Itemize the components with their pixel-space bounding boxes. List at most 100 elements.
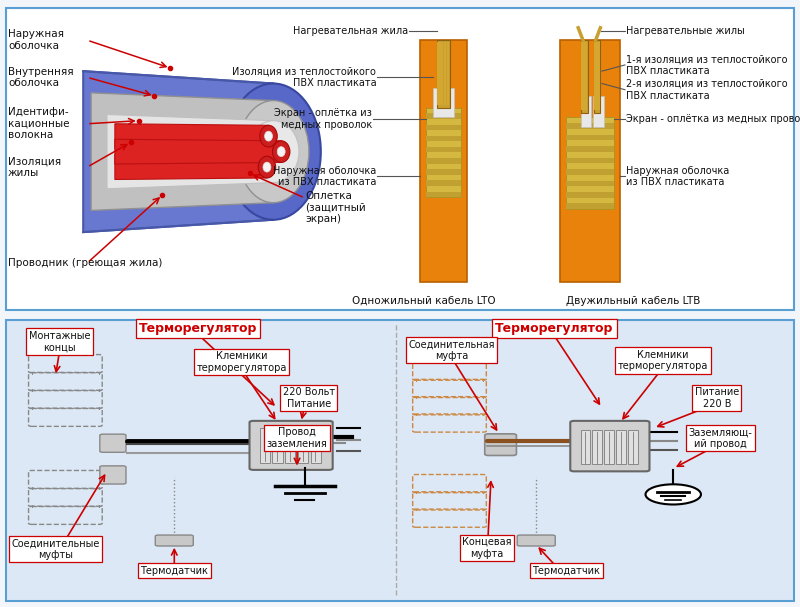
Polygon shape: [115, 155, 267, 180]
FancyBboxPatch shape: [426, 136, 461, 141]
FancyBboxPatch shape: [100, 434, 126, 452]
FancyBboxPatch shape: [566, 192, 614, 198]
FancyBboxPatch shape: [566, 146, 614, 152]
Circle shape: [646, 484, 701, 504]
Text: Терморегулятор: Терморегулятор: [139, 322, 258, 335]
Text: Наружная оболочка
из ПВХ пластиката: Наружная оболочка из ПВХ пластиката: [626, 166, 729, 187]
Ellipse shape: [278, 147, 285, 157]
FancyBboxPatch shape: [583, 42, 585, 109]
Text: Клемники
терморегулятора: Клемники терморегулятора: [618, 350, 708, 371]
Text: Заземляющ-
ий провод: Заземляющ- ий провод: [689, 427, 753, 449]
FancyBboxPatch shape: [518, 535, 555, 546]
FancyBboxPatch shape: [443, 42, 446, 104]
Text: Экран - оплётка из
медных проволок: Экран - оплётка из медных проволок: [274, 108, 372, 130]
FancyBboxPatch shape: [604, 430, 614, 464]
FancyBboxPatch shape: [426, 108, 461, 197]
FancyBboxPatch shape: [438, 40, 450, 108]
Polygon shape: [83, 71, 274, 232]
FancyBboxPatch shape: [426, 114, 461, 119]
Polygon shape: [115, 139, 282, 164]
Ellipse shape: [238, 101, 309, 203]
FancyBboxPatch shape: [426, 169, 461, 175]
Text: Внутренняя
оболочка: Внутренняя оболочка: [8, 67, 74, 88]
FancyBboxPatch shape: [560, 40, 620, 282]
Ellipse shape: [226, 84, 321, 220]
Ellipse shape: [263, 162, 271, 172]
FancyBboxPatch shape: [616, 430, 626, 464]
FancyBboxPatch shape: [273, 428, 282, 463]
Text: Нагревательная жила: Нагревательная жила: [293, 26, 408, 36]
FancyBboxPatch shape: [581, 430, 590, 464]
FancyBboxPatch shape: [593, 430, 602, 464]
FancyBboxPatch shape: [426, 124, 461, 130]
FancyBboxPatch shape: [426, 147, 461, 152]
Text: Экран - оплётка из медных проволок: Экран - оплётка из медных проволок: [626, 114, 800, 124]
Text: Клемники
терморегулятора: Клемники терморегулятора: [197, 351, 286, 373]
Text: Идентифи-
кационные
волокна: Идентифи- кационные волокна: [8, 107, 70, 140]
Polygon shape: [91, 93, 274, 211]
FancyBboxPatch shape: [566, 117, 614, 209]
FancyBboxPatch shape: [628, 430, 638, 464]
FancyBboxPatch shape: [566, 158, 614, 163]
Ellipse shape: [260, 125, 278, 147]
Text: 2-я изоляция из теплостойкого
ПВХ пластиката: 2-я изоляция из теплостойкого ПВХ пласти…: [626, 79, 787, 101]
Text: Наружная оболочка
из ПВХ пластиката: Наружная оболочка из ПВХ пластиката: [273, 166, 376, 187]
Text: Термодатчик: Термодатчик: [140, 566, 208, 576]
FancyBboxPatch shape: [596, 42, 598, 109]
FancyBboxPatch shape: [594, 96, 603, 127]
FancyBboxPatch shape: [434, 89, 454, 117]
FancyBboxPatch shape: [582, 42, 583, 109]
FancyBboxPatch shape: [426, 180, 461, 186]
FancyBboxPatch shape: [566, 169, 614, 175]
FancyBboxPatch shape: [100, 466, 126, 484]
Polygon shape: [115, 124, 269, 149]
Text: Соединительная
муфта: Соединительная муфта: [408, 339, 494, 361]
FancyBboxPatch shape: [298, 428, 308, 463]
FancyBboxPatch shape: [426, 158, 461, 164]
FancyBboxPatch shape: [594, 40, 600, 113]
FancyBboxPatch shape: [6, 320, 794, 601]
FancyBboxPatch shape: [420, 40, 467, 282]
Text: Оплетка
(защитный
экран): Оплетка (защитный экран): [305, 191, 366, 224]
Ellipse shape: [258, 156, 276, 178]
Polygon shape: [107, 115, 274, 189]
FancyBboxPatch shape: [594, 42, 596, 109]
FancyBboxPatch shape: [438, 42, 440, 104]
FancyBboxPatch shape: [598, 42, 599, 109]
Text: Проводник (греющая жила): Проводник (греющая жила): [8, 258, 162, 268]
FancyBboxPatch shape: [250, 421, 333, 470]
FancyBboxPatch shape: [260, 428, 270, 463]
FancyBboxPatch shape: [566, 203, 614, 209]
Text: Изоляция из теплостойкого
ПВХ пластиката: Изоляция из теплостойкого ПВХ пластиката: [232, 67, 376, 88]
FancyBboxPatch shape: [581, 96, 591, 127]
FancyBboxPatch shape: [566, 180, 614, 186]
FancyBboxPatch shape: [566, 135, 614, 140]
Text: Монтажные
концы: Монтажные концы: [29, 331, 90, 353]
FancyBboxPatch shape: [440, 42, 443, 104]
Text: Концевая
муфта: Концевая муфта: [462, 537, 512, 558]
Text: Термодатчик: Термодатчик: [532, 566, 600, 576]
Text: Одножильный кабель LTO: Одножильный кабель LTO: [352, 296, 495, 305]
FancyBboxPatch shape: [426, 192, 461, 197]
Text: Двужильный кабель LTB: Двужильный кабель LTB: [566, 296, 701, 305]
Text: Терморегулятор: Терморегулятор: [495, 322, 614, 335]
Text: 220 Вольт
Питание: 220 Вольт Питание: [283, 387, 335, 409]
FancyBboxPatch shape: [446, 42, 450, 104]
FancyBboxPatch shape: [310, 428, 321, 463]
Text: Питание
220 В: Питание 220 В: [694, 387, 739, 409]
Text: Наружная
оболочка: Наружная оболочка: [8, 29, 64, 51]
Text: 1-я изоляция из теплостойкого
ПВХ пластиката: 1-я изоляция из теплостойкого ПВХ пласти…: [626, 54, 787, 76]
Ellipse shape: [273, 141, 290, 163]
Text: Изоляция
жилы: Изоляция жилы: [8, 157, 61, 178]
FancyBboxPatch shape: [485, 434, 517, 455]
Text: Провод
заземления: Провод заземления: [266, 427, 327, 449]
Ellipse shape: [247, 121, 299, 183]
Ellipse shape: [265, 131, 273, 141]
FancyBboxPatch shape: [285, 428, 295, 463]
FancyBboxPatch shape: [570, 421, 650, 471]
Text: Нагревательные жилы: Нагревательные жилы: [626, 26, 745, 36]
FancyBboxPatch shape: [155, 535, 194, 546]
FancyBboxPatch shape: [566, 123, 614, 129]
FancyBboxPatch shape: [6, 8, 794, 310]
FancyBboxPatch shape: [586, 42, 587, 109]
